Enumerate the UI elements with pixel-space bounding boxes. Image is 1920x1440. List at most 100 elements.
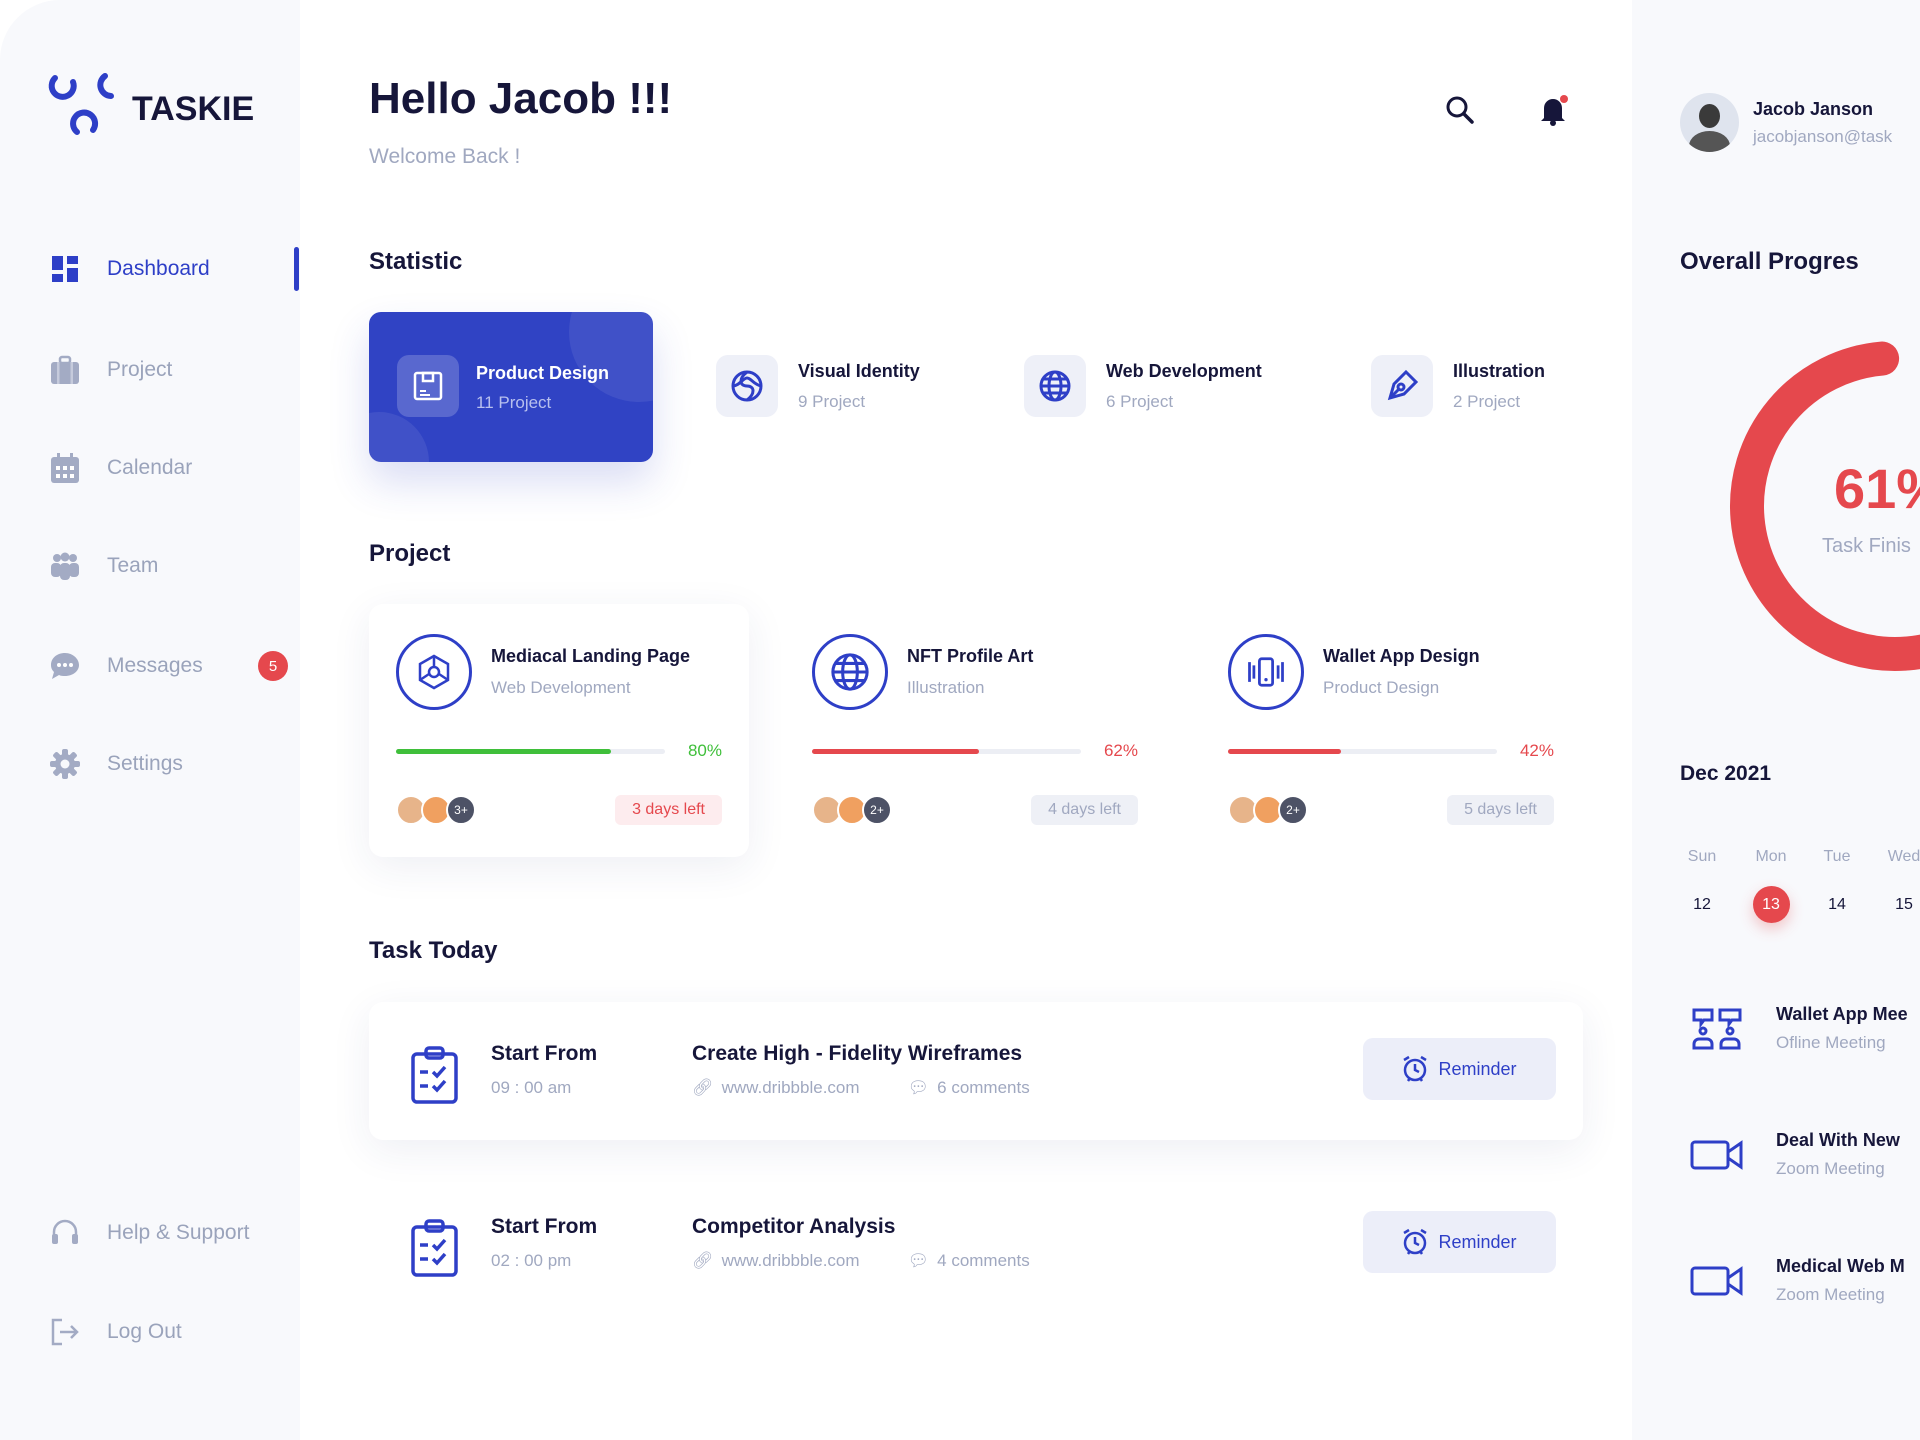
- calendar-day[interactable]: 13: [1741, 886, 1801, 923]
- project-icon: [396, 634, 472, 710]
- phone-vibrate-icon: [1248, 657, 1284, 687]
- member-avatar: [1228, 795, 1258, 825]
- reminder-button[interactable]: Reminder: [1363, 1038, 1556, 1100]
- day-number: 12: [1693, 895, 1711, 913]
- briefcase-icon: [51, 355, 79, 384]
- meeting-title: Medical Web M: [1776, 1256, 1905, 1276]
- avatar-body: [1689, 131, 1730, 152]
- active-indicator: [294, 247, 299, 291]
- sidebar-item-label: Settings: [107, 752, 183, 775]
- sidebar-item-dashboard[interactable]: Dashboard: [49, 253, 210, 285]
- globe-icon: [1024, 355, 1086, 417]
- chat-icon: [51, 653, 79, 679]
- stat-title: Product Design: [476, 363, 610, 383]
- weekday-label: Sun: [1687, 848, 1717, 865]
- avatar-head: [1699, 104, 1720, 128]
- meeting-type: Ofline Meeting: [1776, 1033, 1886, 1052]
- calendar-icon: [51, 453, 79, 483]
- stat-title: Visual Identity: [798, 360, 920, 381]
- sidebar-item-help-support[interactable]: Help & Support: [49, 1217, 249, 1249]
- reminder-button[interactable]: Reminder: [1363, 1211, 1556, 1273]
- progress-percent: 61%: [1834, 457, 1920, 520]
- task-link[interactable]: www.dribbble.com: [721, 1078, 860, 1097]
- stat-card-product-design[interactable]: Product Design 11 Project: [369, 312, 653, 462]
- progress-fill: [812, 749, 979, 754]
- task-title: Competitor Analysis: [692, 1215, 896, 1238]
- calendar-day[interactable]: 15: [1874, 886, 1920, 923]
- stat-card-illustration[interactable]: Illustration 2 Project: [1371, 355, 1545, 417]
- globe-icon: [831, 653, 869, 691]
- notifications-button[interactable]: [1536, 92, 1572, 133]
- project-card[interactable]: Mediacal Landing Page Web Development 80…: [369, 604, 749, 857]
- sidebar-item-team[interactable]: Team: [49, 550, 158, 582]
- logo-icon: [48, 73, 114, 135]
- meeting-type: Zoom Meeting: [1776, 1159, 1885, 1178]
- stat-card-web-development[interactable]: Web Development 6 Project: [1024, 355, 1262, 417]
- sidebar-item-label: Messages: [107, 654, 203, 677]
- page-subtitle: Welcome Back !: [369, 145, 521, 168]
- search-button[interactable]: [1444, 94, 1476, 131]
- calendar-month: Dec 2021: [1680, 762, 1772, 785]
- project-title: Wallet App Design: [1323, 646, 1480, 666]
- days-left-badge: 3 days left: [615, 795, 722, 825]
- sidebar-item-calendar[interactable]: Calendar: [49, 452, 192, 484]
- team-icon: [51, 552, 79, 580]
- start-time: 02 : 00 pm: [491, 1251, 572, 1270]
- stat-title: Illustration: [1453, 360, 1546, 381]
- sidebar-item-label: Log Out: [107, 1320, 182, 1343]
- gear-icon: [50, 749, 80, 779]
- progress-bar: [1228, 749, 1497, 754]
- sidebar-item-label: Team: [107, 554, 159, 577]
- stat-count: 6 Project: [1106, 391, 1174, 411]
- calendar-day[interactable]: 14: [1807, 886, 1867, 923]
- day-number: 15: [1895, 895, 1913, 913]
- member-count: 2+: [1278, 795, 1308, 825]
- task-meta: 🔗︎ www.dribbble.com 💬︎ 4 comments: [692, 1251, 1030, 1271]
- task-row[interactable]: Start From 09 : 00 am Create High - Fide…: [369, 1002, 1583, 1140]
- page-title: Hello Jacob !!!: [369, 74, 673, 123]
- sidebar-item-label: Help & Support: [107, 1221, 250, 1244]
- video-camera-icon: [1690, 1266, 1743, 1296]
- sidebar-item-settings[interactable]: Settings: [49, 748, 183, 780]
- start-label: Start From: [491, 1042, 598, 1065]
- sidebar-item-messages[interactable]: Messages: [49, 650, 203, 682]
- project-card[interactable]: Wallet App Design Product Design 42% 2+ …: [1201, 604, 1581, 857]
- project-icon: [812, 634, 888, 710]
- meeting-item[interactable]: Wallet App Mee Ofline Meeting: [1690, 1004, 1920, 1064]
- brand-name: TASKIE: [132, 90, 255, 128]
- progress-label: 42%: [1519, 741, 1554, 760]
- day-number: 13: [1752, 886, 1790, 923]
- headset-icon: [52, 1219, 78, 1244]
- logout-icon: [51, 1318, 79, 1346]
- project-card[interactable]: NFT Profile Art Illustration 62% 2+ 4 da…: [785, 604, 1165, 857]
- right-panel: Jacob Janson jacobjanson@task Overall Pr…: [1632, 0, 1920, 1440]
- task-today-title: Task Today: [369, 937, 498, 964]
- logo[interactable]: [47, 72, 119, 143]
- avatar[interactable]: [1680, 93, 1739, 152]
- link-icon: 🔗︎: [692, 1078, 714, 1097]
- task-row[interactable]: Start From 02 : 00 pm Competitor Analysi…: [369, 1175, 1583, 1313]
- start-time: 09 : 00 am: [491, 1078, 572, 1097]
- project-icon: [1228, 634, 1304, 710]
- meeting-item[interactable]: Medical Web M Zoom Meeting: [1690, 1256, 1920, 1316]
- stat-count: 11 Project: [476, 393, 552, 412]
- swirl-icon: [716, 355, 778, 417]
- meeting-type: Zoom Meeting: [1776, 1285, 1885, 1304]
- stat-card-visual-identity[interactable]: Visual Identity 9 Project: [716, 355, 920, 417]
- meeting-item[interactable]: Deal With New Zoom Meeting: [1690, 1130, 1920, 1190]
- meeting-title: Deal With New: [1776, 1130, 1900, 1150]
- sidebar-item-project[interactable]: Project: [49, 354, 172, 386]
- days-left-badge: 4 days left: [1031, 795, 1138, 825]
- floppy-icon: [397, 355, 459, 417]
- calendar-day[interactable]: 12: [1672, 886, 1732, 923]
- alarm-clock-icon: [1403, 1055, 1428, 1082]
- progress-fill: [396, 749, 612, 754]
- task-comments[interactable]: 6 comments: [937, 1078, 1030, 1097]
- sidebar-item-label: Dashboard: [107, 257, 210, 280]
- stat-count: 9 Project: [798, 391, 866, 411]
- alarm-clock-icon: [1403, 1228, 1428, 1255]
- task-comments[interactable]: 4 comments: [937, 1251, 1030, 1270]
- progress-bar: [812, 749, 1081, 754]
- task-link[interactable]: www.dribbble.com: [721, 1251, 860, 1270]
- sidebar-item-log-out[interactable]: Log Out: [49, 1316, 182, 1348]
